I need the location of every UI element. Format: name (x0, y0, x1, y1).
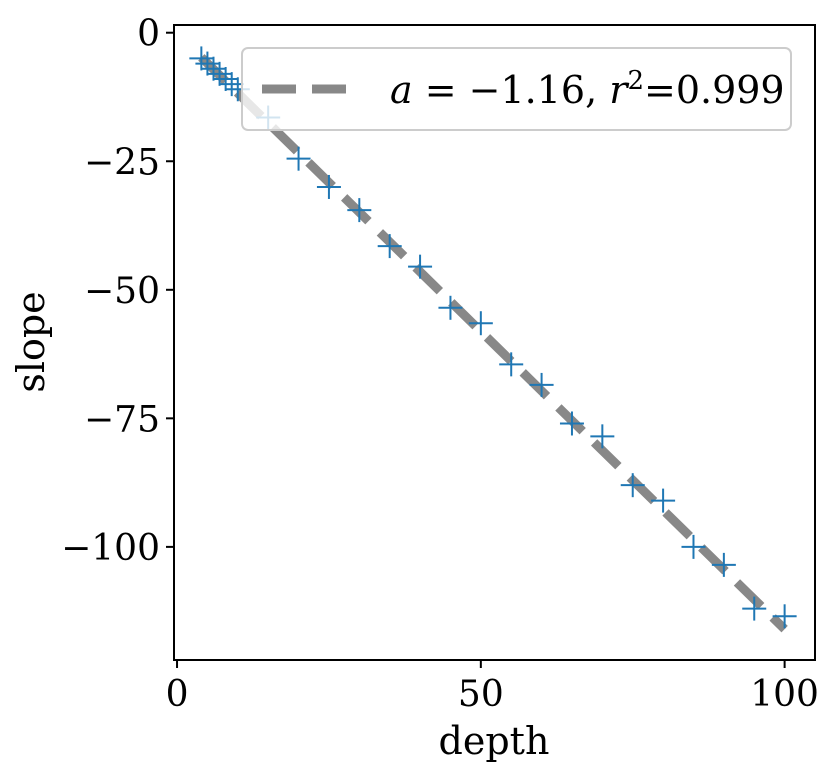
data-point-marker (207, 61, 232, 86)
y-axis-label: slope (9, 291, 53, 392)
legend: a = −1.16, r2=0.999 (241, 47, 792, 131)
data-point-marker (377, 234, 402, 259)
y-tick-label: −75 (84, 399, 160, 440)
fit-line (198, 54, 788, 633)
data-point-marker (772, 604, 797, 629)
legend-a-symbol: a (390, 68, 413, 112)
legend-r-symbol: r (609, 68, 630, 112)
fit-line-layer (198, 54, 788, 633)
legend-r-exponent: 2 (627, 66, 644, 96)
x-tick-label: 100 (750, 674, 819, 715)
data-point-marker (651, 488, 676, 513)
y-tick-label: 0 (137, 14, 160, 55)
data-point-marker (189, 46, 214, 71)
data-point-marker (711, 552, 736, 577)
axes-layer (173, 24, 816, 661)
data-point-marker (499, 352, 524, 377)
y-tick-label: −50 (84, 271, 160, 312)
data-point-marker (529, 372, 554, 397)
legend-box (241, 47, 792, 131)
data-point-marker (590, 424, 615, 449)
legend-a-text: = −1.16, (413, 68, 610, 112)
x-axis-label: depth (439, 719, 550, 763)
y-tick-label: −100 (61, 528, 160, 569)
data-point-marker (316, 174, 341, 199)
legend-r-text: =0.999 (644, 68, 785, 112)
plot-frame (173, 24, 816, 661)
data-point-marker (408, 254, 433, 279)
data-point-marker (195, 51, 220, 76)
data-point-marker (620, 473, 645, 498)
data-point-marker (219, 72, 244, 97)
data-point-marker (468, 311, 493, 336)
data-point-marker (742, 596, 767, 621)
y-tick-label: −25 (84, 142, 160, 183)
data-point-marker (201, 56, 226, 81)
marker-layer (189, 46, 797, 629)
data-point-marker (286, 146, 311, 171)
data-point-marker (681, 534, 706, 559)
x-tick-label: 0 (166, 674, 189, 715)
data-point-marker (213, 66, 238, 91)
x-tick-label: 50 (458, 674, 504, 715)
data-point-marker (559, 411, 584, 436)
data-point-marker (347, 198, 372, 223)
data-point-marker (438, 295, 463, 320)
legend-label: a = −1.16, r2=0.999 (390, 66, 785, 112)
tick-layer: 0 50 100 0 −25 −50 −75 −100 (61, 14, 819, 715)
